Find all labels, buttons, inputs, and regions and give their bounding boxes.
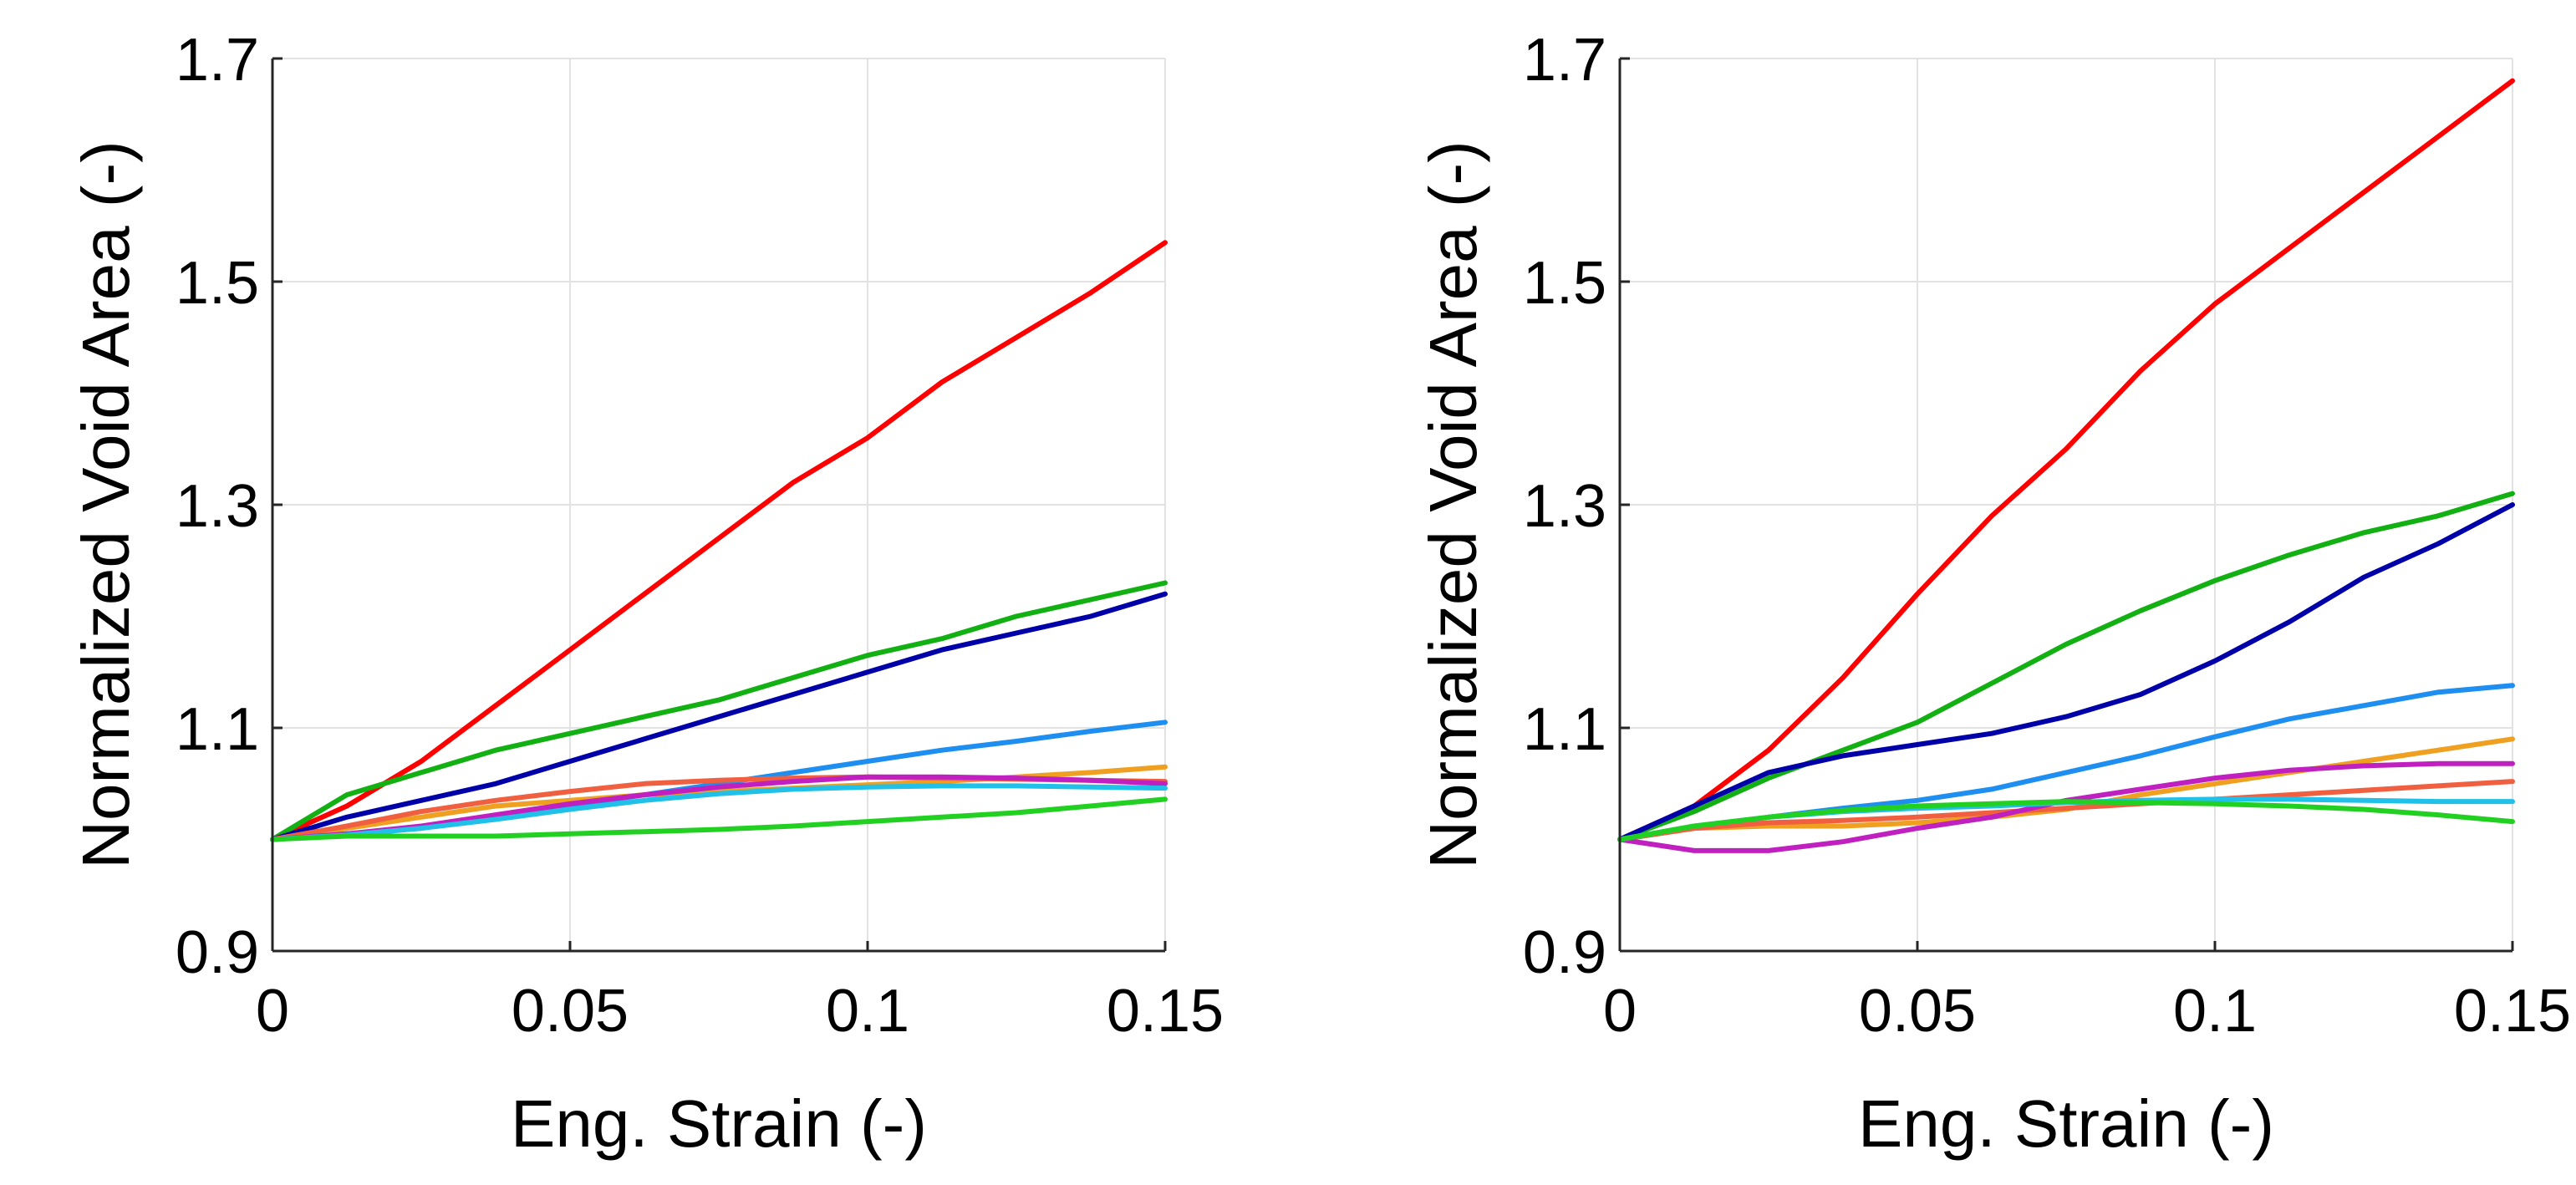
x-axis-label: Eng. Strain (-) — [511, 1086, 927, 1161]
series-line-salmon — [1617, 779, 2515, 842]
series-line-cyan — [270, 783, 1168, 842]
plot-left: 0 0.05 0.1 0.15 0.9 1.1 1.3 1.5 1.7 Eng. Strain (… — [69, 27, 1224, 1161]
series-line-lime — [1617, 799, 2515, 842]
y-axis-label: Normalized Void Area (-) — [69, 140, 143, 868]
y-tick-label: 1.5 — [176, 250, 259, 317]
y-tick-label: 1.1 — [176, 696, 259, 763]
series-line-navy — [270, 591, 1168, 842]
series-line-navy — [1617, 502, 2515, 842]
y-tick-label: 0.9 — [1523, 919, 1606, 986]
y-tick-label: 0.9 — [176, 919, 259, 986]
x-tick-label: 0.15 — [1107, 978, 1224, 1045]
x-tick-label: 0 — [1603, 978, 1637, 1045]
x-axis-label: Eng. Strain (-) — [1858, 1086, 2274, 1161]
series-line-lime — [270, 796, 1168, 842]
y-tick-label: 1.3 — [176, 473, 259, 540]
y-tick-label: 1.5 — [1523, 250, 1606, 317]
y-tick-label: 1.3 — [1523, 473, 1606, 540]
y-tick-label: 1.7 — [1523, 27, 1606, 94]
series-line-red — [1617, 78, 2515, 842]
x-tick-label: 0.05 — [512, 978, 629, 1045]
series-line-green — [270, 580, 1168, 842]
y-tick-label: 1.1 — [1523, 696, 1606, 763]
y-tick-label: 1.7 — [176, 27, 259, 94]
y-axis-label: Normalized Void Area (-) — [1416, 140, 1490, 868]
series-line-red — [270, 240, 1168, 842]
x-tick-label: 0.05 — [1859, 978, 1976, 1045]
x-tick-label: 0.15 — [2454, 978, 2571, 1045]
series-line-green — [1617, 491, 2515, 842]
plot-right: 0 0.05 0.1 0.15 0.9 1.1 1.3 1.5 1.7 Eng. Strain (… — [1416, 27, 2571, 1161]
x-tick-label: 0.1 — [826, 978, 909, 1045]
x-tick-label: 0.1 — [2173, 978, 2257, 1045]
x-tick-label: 0 — [256, 978, 289, 1045]
